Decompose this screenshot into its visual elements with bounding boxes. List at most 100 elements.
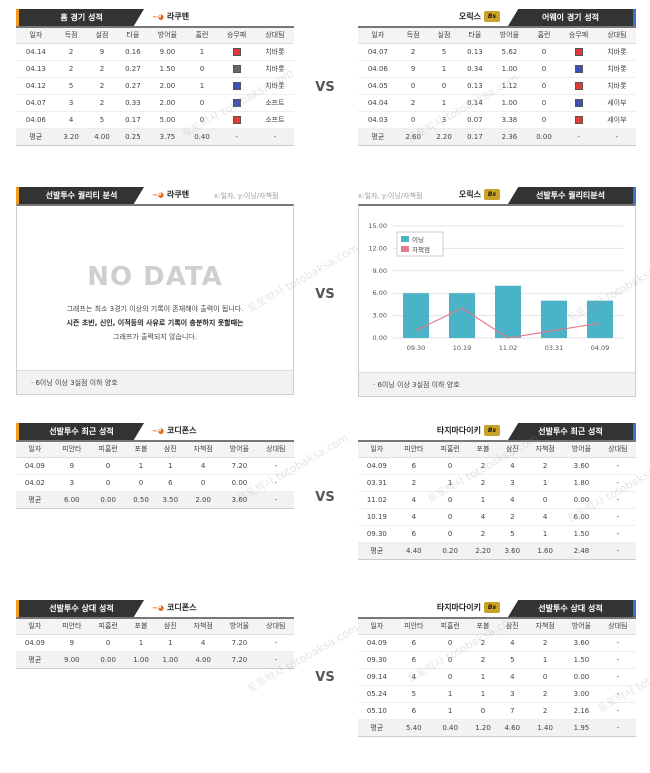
table-row: 04.09 9 0 1 1 4 7.20- (16, 457, 294, 474)
cell-era: 2.00 (148, 94, 186, 111)
table-cell: 1 (432, 702, 468, 719)
cell-opp: 세이부 (598, 94, 636, 111)
bar (403, 293, 429, 338)
table-cell: 0.00 (221, 474, 257, 491)
cell-hr: 0 (529, 111, 560, 128)
table-cell: - (600, 685, 636, 702)
cell-opp: 치바롯 (598, 43, 636, 60)
table-cell: 4 (527, 508, 563, 525)
no-data-line2: 시즌 초반, 신인, 이적등의 사유로 기록이 충분하지 못할때는 (67, 319, 244, 327)
avg-cell: 9.00 (54, 651, 90, 668)
table-cell: 0 (185, 474, 221, 491)
cell-result (559, 94, 597, 111)
quality-left-hint: x:일자, y:이닝/자책점 (214, 191, 278, 201)
column-header: 실점 (429, 27, 460, 43)
home-team-name: 라쿠텐 (167, 11, 189, 22)
avg-cell: 7.20 (221, 651, 257, 668)
vs-label: VS (310, 670, 340, 685)
table-cell: 0 (432, 525, 468, 542)
cell-result (217, 111, 255, 128)
avg-cell-res: - (559, 128, 597, 145)
column-header: 일자 (16, 27, 56, 43)
pitcher-vs-left-header: 선발투수 상대 성적 ~◕ 코디폰스 (16, 600, 294, 617)
column-header: 승무패 (559, 27, 597, 43)
table-cell: 1 (156, 634, 185, 651)
avg-cell-avg: 0.25 (117, 128, 148, 145)
column-header: 일자 (16, 618, 54, 634)
y-tick-label: 12.00 (368, 244, 387, 252)
avg-cell-opp: - (598, 128, 636, 145)
cell-r: 0 (398, 77, 429, 94)
vs-label: VS (310, 490, 340, 505)
table-cell: 9 (54, 634, 90, 651)
result-loss-icon (575, 116, 583, 124)
no-data-area: NO DATA 그래프는 최소 3경기 이상의 기록이 존재해야 출력이 됩니다… (17, 206, 293, 370)
avg-cell-r: 3.20 (56, 128, 87, 145)
avg-cell-avg: 0.17 (459, 128, 490, 145)
home-record-header: 홈 경기 성적 ~◕ 라쿠텐 (16, 9, 294, 26)
avg-cell: - (258, 651, 294, 668)
table-row: 09.14 4 0 1 4 0 0.00- (358, 668, 636, 685)
table-row: 04.12 5 2 0.27 2.00 1 치바롯 (16, 77, 294, 94)
table-cell: 7.20 (221, 634, 257, 651)
avg-cell: 4.60 (498, 719, 527, 736)
table-cell: 5 (498, 525, 527, 542)
quality-left-footer: · 6이닝 이상 3실점 이하 양호 (17, 370, 293, 394)
table-row: 04.09 6 0 2 4 2 3.60- (358, 457, 636, 474)
pitcher-recent-left-panel: 선발투수 최근 성적 ~◕ 코디폰스 일자 피안타 피홈런 포볼 삼진 자책점 방어율 상대팀… (16, 423, 294, 509)
cell-avg: 0.34 (459, 60, 490, 77)
avg-cell: 5.40 (396, 719, 432, 736)
avg-cell: 1.00 (156, 651, 185, 668)
cell-r: 5 (56, 77, 87, 94)
cell-r: 3 (56, 94, 87, 111)
cell-date: 04.05 (358, 77, 398, 94)
table-cell: 0 (432, 634, 468, 651)
quality-right-header: x:일자, y:이닝/자책점 오릭스 Bs 선발투수 퀄리티분석 (358, 187, 636, 204)
table-cell: - (600, 668, 636, 685)
cell-era: 2.00 (148, 77, 186, 94)
table-cell: - (600, 457, 636, 474)
table-cell: 0 (126, 474, 155, 491)
table-cell: 09.30 (358, 651, 396, 668)
quality-right-tab: 선발투수 퀄리티분석 (508, 187, 636, 204)
pitcher-recent-left-header: 선발투수 최근 성적 ~◕ 코디폰스 (16, 423, 294, 440)
x-tick-label: 09.30 (407, 344, 426, 352)
avg-cell: 평균 (16, 491, 54, 508)
x-tick-label: 11.02 (499, 344, 518, 352)
table-cell: - (600, 474, 636, 491)
average-row: 평균 4.40 0.20 2.20 3.60 1.60 2.48- (358, 542, 636, 559)
pitcher-recent-left-name: 코디폰스 (167, 425, 196, 436)
avg-cell: 4.00 (185, 651, 221, 668)
away-record-header: 오릭스 Bs 어웨이 경기 성적 (358, 9, 636, 26)
avg-cell: 평균 (16, 651, 54, 668)
cell-era: 5.62 (490, 43, 528, 60)
table-cell: 4 (498, 457, 527, 474)
quality-left-panel: 선발투수 퀄리티 분석 ~◕ 라쿠텐 x:일자, y:이닝/자책점 NO DAT… (16, 187, 294, 395)
table-cell: 1.50 (563, 525, 599, 542)
pitcher-recent-right-panel: 타지마다이키 Bs 선발투수 최근 성적 일자 피안타 피홈런 포볼 삼진 자책점 방어율 상… (358, 423, 636, 560)
home-record-table: 일자 득점 실점 타율 방어율 홈런 승무패 상대팀 04.14 2 9 0.16 9.00 1 치바롯 0… (16, 26, 294, 146)
avg-cell: 4.40 (396, 542, 432, 559)
orix-logo-icon: Bs (484, 11, 500, 22)
table-cell: 1 (126, 634, 155, 651)
table-row: 11.02 4 0 1 4 0 0.00- (358, 491, 636, 508)
column-header: 피홈런 (432, 441, 468, 457)
table-cell: 03.31 (358, 474, 396, 491)
bar (587, 301, 613, 338)
column-header: 방어율 (563, 618, 599, 634)
table-cell: - (600, 491, 636, 508)
table-row: 04.14 2 9 0.16 9.00 1 치바롯 (16, 43, 294, 60)
table-cell: 1 (468, 491, 497, 508)
cell-ra: 3 (429, 111, 460, 128)
column-header: 자책점 (185, 618, 221, 634)
table-cell: 1 (468, 685, 497, 702)
cell-avg: 0.17 (117, 111, 148, 128)
column-header: 피안타 (54, 441, 90, 457)
x-tick-label: 04.09 (591, 344, 610, 352)
column-header: 삼진 (156, 618, 185, 634)
avg-cell: 3.50 (156, 491, 185, 508)
cell-hr: 0 (529, 94, 560, 111)
table-cell: 3.60 (563, 634, 599, 651)
table-cell: 2 (527, 685, 563, 702)
table-cell: 2 (527, 457, 563, 474)
